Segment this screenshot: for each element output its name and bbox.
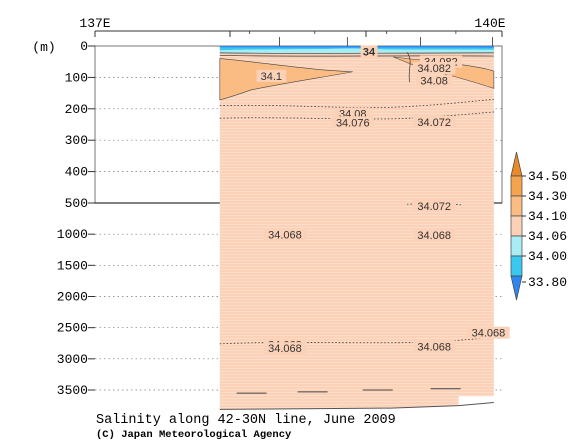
contour-label-4: 34.08: [416, 74, 453, 88]
contour-label-11: 34.068: [412, 229, 456, 242]
y-tick-label-3500: 3500: [57, 383, 88, 398]
colorbar-segment-3: [510, 215, 523, 237]
chart-credit: (C) Japan Meteorological Agency: [96, 429, 292, 441]
contour-label-text-7: 34.076: [336, 117, 370, 129]
colorbar-label-5: 34.30: [528, 189, 567, 204]
contour-label-bg-2: [419, 55, 463, 68]
contour-label-text-11: 34.068: [417, 230, 451, 242]
contour-label-bg-10: [263, 228, 307, 241]
y-tick-label-500: 500: [65, 196, 88, 211]
contour-label-text-4: 34.08: [420, 76, 448, 88]
contour-labels: 3434.08234.08234.0834.134.0834.07634.072…: [256, 45, 510, 355]
section-fill: [219, 46, 495, 410]
contour-label-bg-3: [412, 61, 456, 74]
contour-vertical-east: [406, 52, 411, 83]
top-axis: 137E 140E: [79, 16, 506, 37]
contour-label-text-15: 34.068: [472, 328, 506, 340]
surface-transition-layer: [219, 48, 494, 54]
contour-label-bg-13: [263, 342, 307, 355]
y-tick-label-1000: 1000: [57, 227, 88, 242]
colorbar-segment-5: [510, 255, 523, 277]
colorbar-segment-4: [510, 235, 523, 257]
colorbar-label-4: 34.10: [528, 209, 567, 224]
contour-label-bg-4: [416, 74, 453, 87]
surface-freshest-layer: [219, 46, 494, 48]
section-background: [219, 46, 494, 410]
contour-label-10: 34.068: [263, 228, 307, 241]
colorbar-label-1: 33.80: [528, 275, 567, 290]
contour-label-bg-9: [412, 199, 456, 212]
colorbar-label-3: 34.06: [528, 229, 567, 244]
contour-label-9: 34.072: [412, 199, 456, 213]
chart-title: Salinity along 42-30N line, June 2009: [96, 413, 396, 428]
colorbar-arrow-bottom: [510, 275, 523, 301]
y-axis-unit: (m): [32, 40, 55, 55]
contour-label-bg-15: [467, 326, 510, 339]
contour-34-068-deep: [219, 336, 494, 345]
colorbar-segment-2: [510, 195, 523, 217]
contour-label-bg-11: [412, 229, 456, 242]
contour-label-text-9: 34.072: [417, 201, 451, 213]
colorbar-label-6: 34.50: [528, 169, 567, 184]
contour-label-text-3: 34.082: [417, 63, 451, 75]
y-tick-label-3000: 3000: [57, 352, 88, 367]
contour-label-text-10: 34.068: [268, 229, 302, 241]
contour-label-text-8: 34.072: [417, 117, 451, 129]
y-tick-label-0: 0: [80, 39, 88, 54]
sea-floor-line: [219, 401, 494, 410]
contour-label-15: 34.068: [467, 326, 510, 340]
contour-label-bg-14: [412, 340, 456, 353]
colorbar-segment-1: [510, 175, 523, 197]
y-tick-label-100: 100: [65, 70, 88, 85]
contour-label-13: 34.068: [263, 342, 307, 355]
contour-label-text-1: 34: [363, 46, 376, 58]
contour-label-bg-8: [412, 115, 456, 128]
contour-label-text-13: 34.068: [268, 343, 302, 355]
y-axis: (m) 0 100 200 300 400 500 1000 1500 2000 2500 3000…: [32, 39, 95, 398]
y-tick-label-2500: 2500: [57, 321, 88, 336]
y-tick-label-200: 200: [65, 102, 88, 117]
colorbar-arrow-top: [510, 151, 523, 177]
contour-label-bg-7: [331, 116, 374, 129]
x-tick-label-137e: 137E: [79, 16, 110, 31]
y-tick-label-1500: 1500: [57, 258, 88, 273]
x-tick-label-140e: 140E: [474, 16, 505, 31]
lens-34-1-west: [219, 58, 353, 101]
y-tick-label-300: 300: [65, 133, 88, 148]
y-tick-label-2000: 2000: [57, 290, 88, 305]
contour-label-bg-1: [360, 45, 378, 58]
contour-label-1: 34: [360, 45, 378, 58]
contour-label-14: 34.068: [412, 340, 456, 353]
contour-label-7: 34.076: [331, 116, 374, 129]
contour-label-text-5: 34.1: [261, 71, 282, 83]
contour-label-5: 34.1: [256, 69, 287, 83]
colorbar: 33.80 34.00 34.06 34.10 34.30 34.50: [510, 151, 567, 301]
colorbar-label-2: 34.00: [528, 249, 567, 264]
contour-label-text-14: 34.068: [417, 341, 451, 353]
contour-label-3: 34.082: [412, 61, 456, 75]
contour-label-bg-5: [256, 69, 287, 82]
contour-label-8: 34.072: [412, 115, 456, 129]
contour-34-072-lower: [407, 203, 462, 206]
y-tick-label-400: 400: [65, 165, 88, 180]
